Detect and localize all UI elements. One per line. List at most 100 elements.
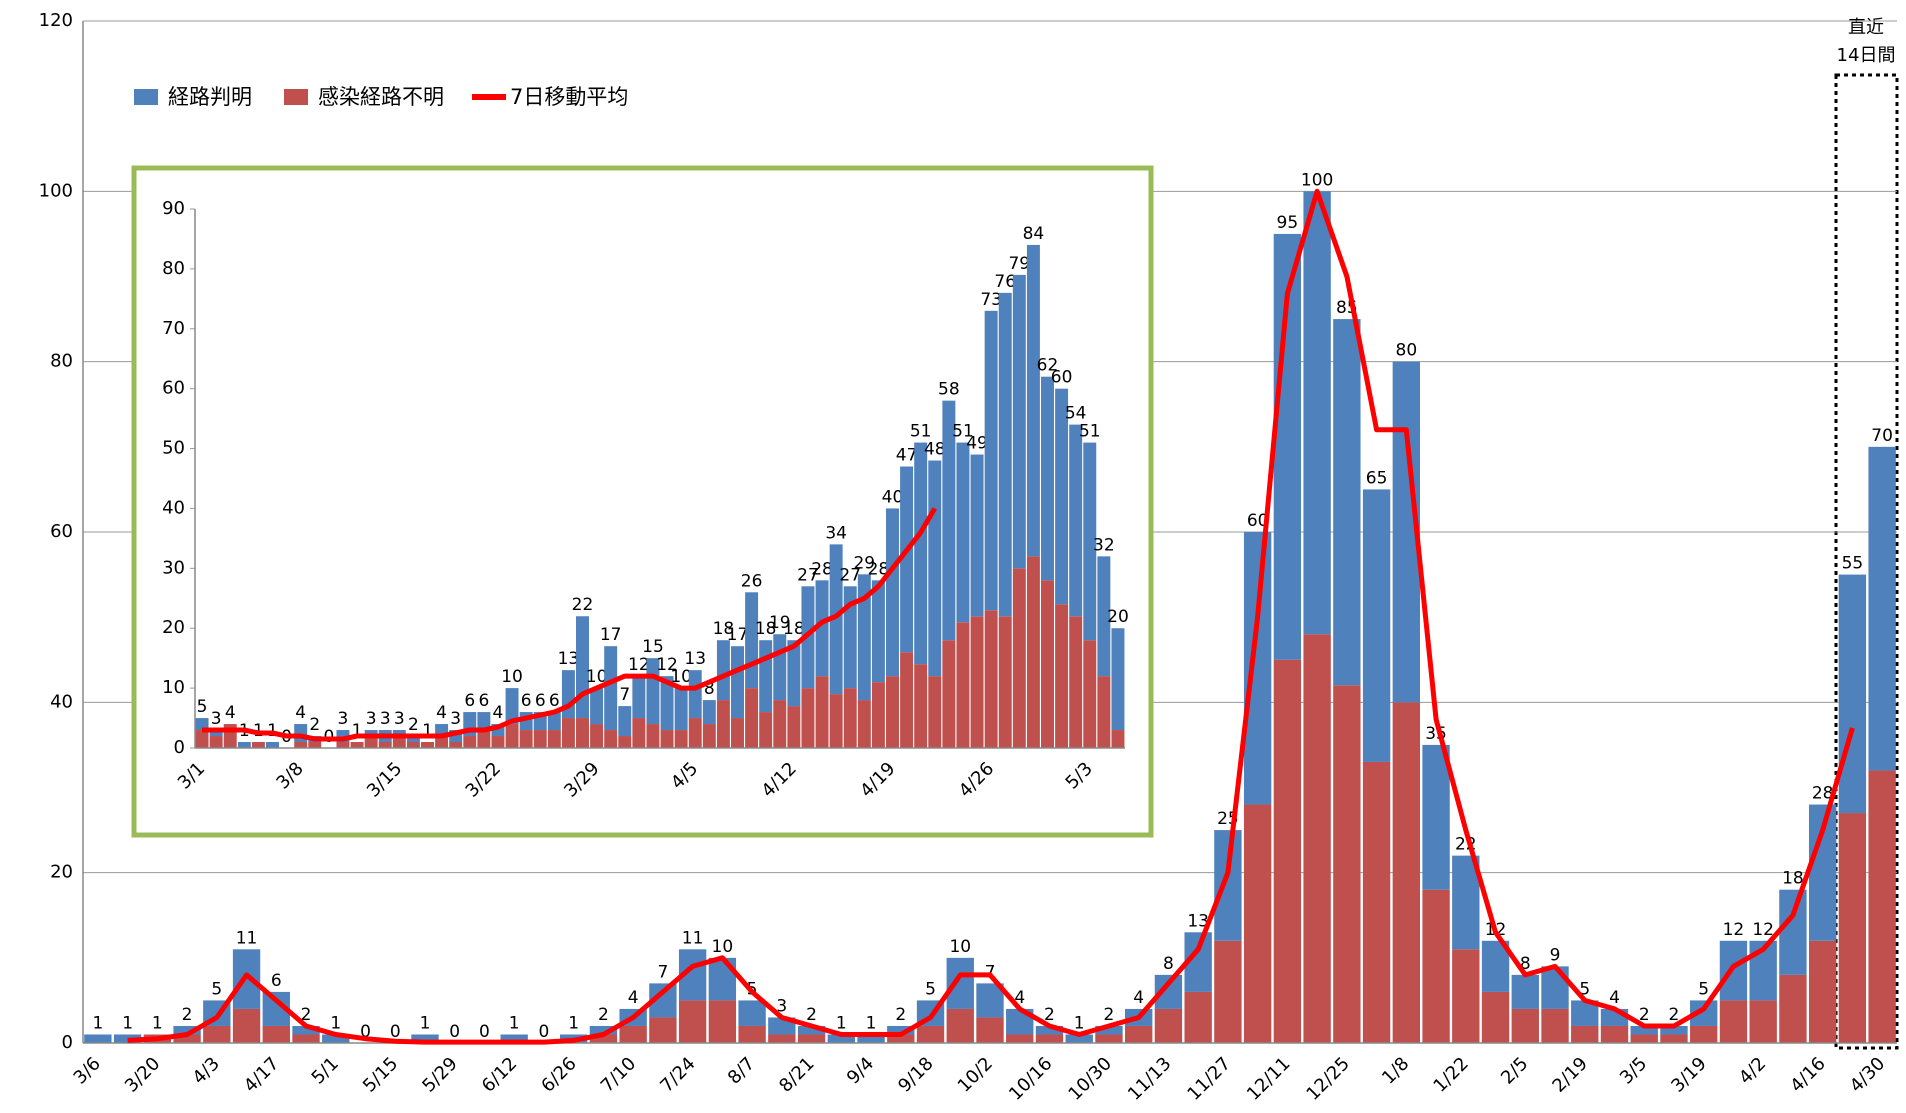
x-tick-label: 4/2	[1735, 1053, 1770, 1088]
bar-segment	[871, 580, 885, 683]
data-label: 5	[1579, 979, 1590, 999]
bar-segment	[1069, 616, 1083, 748]
bar-segment	[378, 742, 392, 748]
bar-segment	[871, 682, 885, 748]
bar-segment	[576, 718, 589, 748]
x-tick-label: 3/20	[121, 1053, 164, 1096]
bar-segment	[1333, 319, 1361, 686]
bar-segment	[173, 1034, 201, 1043]
data-label: 0	[390, 1022, 401, 1042]
data-label: 19	[769, 613, 791, 633]
data-label: 0	[479, 1022, 490, 1042]
bar-segment	[801, 688, 815, 748]
data-label: 1	[866, 1013, 877, 1033]
bar-segment	[1452, 855, 1480, 950]
bar-segment	[1012, 274, 1026, 569]
data-label: 62	[1037, 356, 1059, 376]
data-label: 79	[1008, 254, 1030, 274]
bar-segment	[1422, 889, 1450, 1043]
data-label: 8	[1520, 954, 1531, 974]
bar-segment	[745, 592, 759, 689]
bar-segment	[1041, 580, 1054, 748]
data-label: 51	[952, 422, 974, 442]
data-label: 2	[1044, 1005, 1055, 1025]
legend-label: 感染経路不明	[318, 85, 444, 109]
bar-segment	[266, 742, 279, 748]
data-label: 28	[868, 559, 890, 579]
y-tick-label: 20	[50, 862, 73, 883]
bar-segment	[1026, 244, 1040, 557]
bar-segment	[887, 1025, 915, 1035]
bar-segment	[1097, 676, 1111, 748]
x-tick-label: 2/19	[1548, 1053, 1591, 1096]
bar-segment	[449, 742, 463, 748]
bar-segment	[589, 1025, 618, 1035]
bar-segment	[618, 736, 632, 748]
bar-segment	[435, 724, 449, 737]
bar-segment	[998, 292, 1012, 617]
bar-segment	[857, 1034, 885, 1043]
bar-segment	[632, 676, 646, 719]
bar-segment	[561, 670, 575, 719]
data-label: 1	[420, 1013, 431, 1033]
x-tick-label: 3/19	[1667, 1053, 1710, 1096]
bar-segment	[1214, 940, 1242, 1043]
bar-segment	[773, 634, 787, 701]
bar-segment	[1362, 489, 1391, 762]
bar-segment	[1006, 1034, 1034, 1043]
x-tick-label: 7/24	[656, 1053, 699, 1096]
data-label: 0	[449, 1022, 460, 1042]
x-tick-label: 3/5	[1616, 1053, 1651, 1088]
y-tick-label: 70	[162, 318, 185, 339]
data-label: 20	[1107, 607, 1129, 627]
data-label: 40	[882, 487, 904, 507]
data-label: 15	[642, 637, 664, 657]
data-label: 95	[1277, 213, 1299, 233]
data-label: 4	[295, 703, 306, 723]
bar-segment	[674, 688, 688, 731]
data-label: 1	[152, 1013, 163, 1033]
data-label: 3	[450, 709, 461, 729]
data-label: 6	[549, 691, 560, 711]
bar-segment	[1083, 442, 1097, 641]
data-label: 60	[1247, 511, 1269, 531]
bar-segment	[678, 1000, 707, 1043]
data-label: 10	[670, 667, 692, 687]
bar-segment	[1690, 1025, 1718, 1043]
bar-segment	[1243, 532, 1272, 805]
bar-segment	[1600, 1025, 1629, 1043]
bar-segment	[336, 742, 350, 748]
data-label: 13	[558, 649, 580, 669]
data-label: 60	[1051, 368, 1073, 388]
bar-segment	[547, 730, 561, 748]
data-label: 2	[182, 1005, 193, 1025]
bar-segment	[632, 718, 646, 748]
data-label: 5	[925, 979, 936, 999]
bar-segment	[716, 700, 730, 748]
data-label: 1	[422, 721, 433, 741]
x-tick-label: 1/22	[1429, 1053, 1472, 1096]
x-tick-label: 9/4	[843, 1053, 878, 1088]
data-label: 2	[1669, 1005, 1680, 1025]
data-label: 2	[895, 1005, 906, 1025]
data-label: 7	[619, 685, 630, 705]
data-label: 18	[755, 619, 777, 639]
data-label: 6	[478, 691, 489, 711]
bar-segment	[1541, 966, 1569, 1009]
annotation: 14日間	[1837, 45, 1896, 66]
bar-segment	[421, 742, 434, 748]
bar-segment	[406, 736, 420, 743]
data-label: 1	[836, 1013, 847, 1033]
bar-segment	[857, 700, 871, 748]
data-label: 0	[360, 1022, 371, 1042]
bar-segment	[491, 724, 505, 737]
data-label: 28	[1812, 784, 1834, 804]
data-label: 4	[493, 703, 504, 723]
data-label: 6	[521, 691, 532, 711]
bar-segment	[970, 454, 984, 617]
bar-segment	[745, 688, 759, 748]
moving-average-line	[202, 507, 937, 742]
x-tick-label: 4/3	[189, 1053, 224, 1088]
bar-segment	[942, 400, 956, 641]
y-tick-label: 80	[162, 258, 185, 279]
